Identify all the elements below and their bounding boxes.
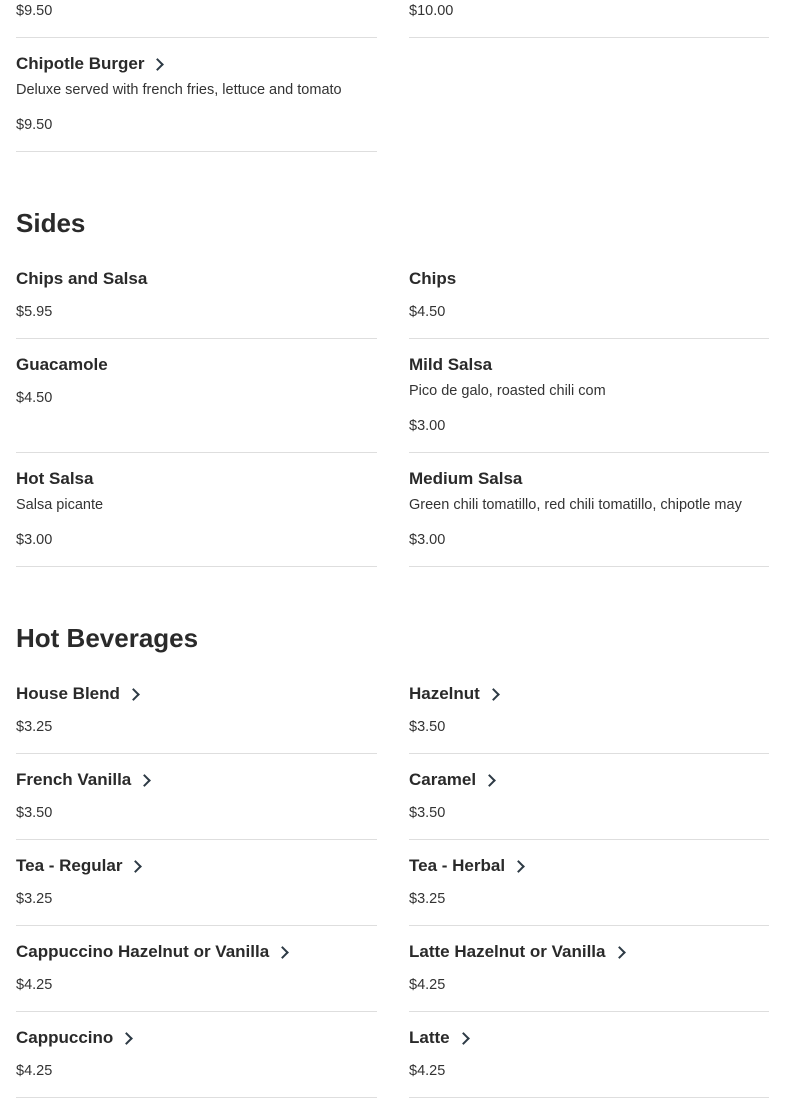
menu-section: Hot Beverages House Blend $3.25 Hazelnut $3.… <box>16 621 769 1098</box>
menu-section: $9.50 $10.00 Chipotle Burger Deluxe served … <box>16 0 769 152</box>
menu-item[interactable]: Chipotle Burger Deluxe served with french… <box>16 38 377 152</box>
menu-item: Hot Salsa Salsa picante $3.00 <box>16 453 377 567</box>
item-name[interactable]: Hazelnut <box>409 682 769 706</box>
menu-section: Sides Chips and Salsa $5.95 Chips $4.50 Guaca… <box>16 206 769 567</box>
item-name-text: Medium Salsa <box>409 469 523 488</box>
item-name-text[interactable]: Latte Hazelnut or Vanilla <box>409 942 606 961</box>
section-title: Hot Beverages <box>16 623 199 653</box>
menu-item[interactable]: Hazelnut $3.50 <box>409 668 769 754</box>
item-name-text[interactable]: Cappuccino Hazelnut or Vanilla <box>16 942 270 961</box>
menu-item[interactable]: Cappuccino Hazelnut or Vanilla $4.25 <box>16 926 377 1012</box>
chevron-right-icon[interactable] <box>138 774 152 787</box>
item-grid: $9.50 $10.00 Chipotle Burger Deluxe served … <box>16 0 769 152</box>
item-name: Guacamole <box>16 353 377 377</box>
item-name[interactable]: Latte <box>409 1026 769 1050</box>
item-price: $3.25 <box>16 719 53 735</box>
menu-item[interactable]: House Blend $3.25 <box>16 668 377 754</box>
chevron-right-icon[interactable] <box>483 774 496 787</box>
item-price: $4.25 <box>16 1063 53 1079</box>
item-description: Deluxe served with french fries, lettuce… <box>16 82 342 98</box>
item-price: $3.25 <box>16 891 53 907</box>
item-price: $3.50 <box>16 805 53 821</box>
chevron-right-icon[interactable] <box>612 946 626 959</box>
item-price: $10.00 <box>409 3 454 19</box>
chevron-right-icon[interactable] <box>276 946 290 959</box>
item-name-text[interactable]: Chipotle Burger <box>16 54 145 73</box>
item-name[interactable]: Caramel <box>409 768 769 792</box>
item-description: Green chili tomatillo, red chili tomatil… <box>409 497 742 513</box>
menu-item: Chips $4.50 <box>409 253 769 339</box>
item-name-text[interactable]: Cappuccino <box>16 1028 114 1047</box>
item-price: $4.25 <box>409 977 446 993</box>
item-name: Medium Salsa <box>409 467 769 491</box>
item-name[interactable]: French Vanilla <box>16 768 377 792</box>
menu-item[interactable]: Tea - Regular $3.25 <box>16 840 377 926</box>
item-price: $9.50 <box>16 117 53 133</box>
item-name: Chips and Salsa <box>16 267 377 291</box>
item-price: $3.00 <box>16 532 53 548</box>
item-price: $4.50 <box>16 390 53 406</box>
item-name-text: Chips <box>409 269 457 288</box>
item-name[interactable]: Latte Hazelnut or Vanilla <box>409 940 769 964</box>
item-grid: House Blend $3.25 Hazelnut $3.50 French Vani… <box>16 668 769 1098</box>
menu-item: Guacamole $4.50 <box>16 339 377 453</box>
item-price: $3.00 <box>409 532 446 548</box>
menu-item: Mild Salsa Pico de galo, roasted chili co… <box>409 339 769 453</box>
item-name[interactable]: Chipotle Burger <box>16 52 377 76</box>
menu-item[interactable]: Caramel $3.50 <box>409 754 769 840</box>
item-name[interactable]: Cappuccino Hazelnut or Vanilla <box>16 940 377 964</box>
item-name-text[interactable]: House Blend <box>16 684 120 703</box>
item-name[interactable]: Cappuccino <box>16 1026 377 1050</box>
item-name[interactable]: Tea - Regular <box>16 854 377 878</box>
menu-item[interactable]: Cappuccino $4.25 <box>16 1012 377 1098</box>
item-description: Salsa picante <box>16 497 104 513</box>
item-price: $4.25 <box>16 977 53 993</box>
menu-item: Chips and Salsa $5.95 <box>16 253 377 339</box>
menu-item[interactable]: French Vanilla $3.50 <box>16 754 377 840</box>
item-price: $3.50 <box>409 719 446 735</box>
item-price: $3.25 <box>409 891 446 907</box>
chevron-right-icon[interactable] <box>512 860 525 873</box>
item-price: $4.25 <box>409 1063 446 1079</box>
item-name-text[interactable]: Hazelnut <box>409 684 480 703</box>
item-price: $3.50 <box>409 805 446 821</box>
item-name[interactable]: House Blend <box>16 682 377 706</box>
item-price: $9.50 <box>16 3 53 19</box>
menu-item: $9.50 <box>16 0 377 38</box>
menu-item: Medium Salsa Green chili tomatillo, red c… <box>409 453 769 567</box>
menu-item: $10.00 <box>409 0 769 38</box>
item-grid: Chips and Salsa $5.95 Chips $4.50 Guacamole $… <box>16 253 769 567</box>
menu-item[interactable]: Tea - Herbal $3.25 <box>409 840 769 926</box>
item-name-text[interactable]: French Vanilla <box>16 770 132 789</box>
chevron-right-icon[interactable] <box>120 1032 134 1045</box>
item-name-text[interactable]: Tea - Herbal <box>409 856 506 875</box>
section-title: Sides <box>16 208 86 238</box>
item-name-text[interactable]: Tea - Regular <box>16 856 123 875</box>
chevron-right-icon[interactable] <box>486 688 500 701</box>
item-name-text: Guacamole <box>16 355 108 374</box>
item-name: Chips <box>409 267 769 291</box>
item-price: $3.00 <box>409 418 446 434</box>
item-description: Pico de galo, roasted chili com <box>409 383 606 399</box>
item-name: Mild Salsa <box>409 353 769 377</box>
item-name-text: Mild Salsa <box>409 355 493 374</box>
menu-item[interactable]: Latte $4.25 <box>409 1012 769 1098</box>
item-name-text: Chips and Salsa <box>16 269 148 288</box>
item-name-text[interactable]: Caramel <box>409 770 477 789</box>
chevron-right-icon[interactable] <box>129 860 143 873</box>
chevron-right-icon[interactable] <box>127 688 140 701</box>
item-name: Hot Salsa <box>16 467 377 491</box>
chevron-right-icon[interactable] <box>456 1032 470 1045</box>
item-name[interactable]: Tea - Herbal <box>409 854 769 878</box>
item-name-text[interactable]: Latte <box>409 1028 450 1047</box>
item-price: $5.95 <box>16 304 53 320</box>
menu-item[interactable]: Latte Hazelnut or Vanilla $4.25 <box>409 926 769 1012</box>
item-name-text: Hot Salsa <box>16 469 94 488</box>
chevron-right-icon[interactable] <box>151 58 165 71</box>
item-price: $4.50 <box>409 304 446 320</box>
